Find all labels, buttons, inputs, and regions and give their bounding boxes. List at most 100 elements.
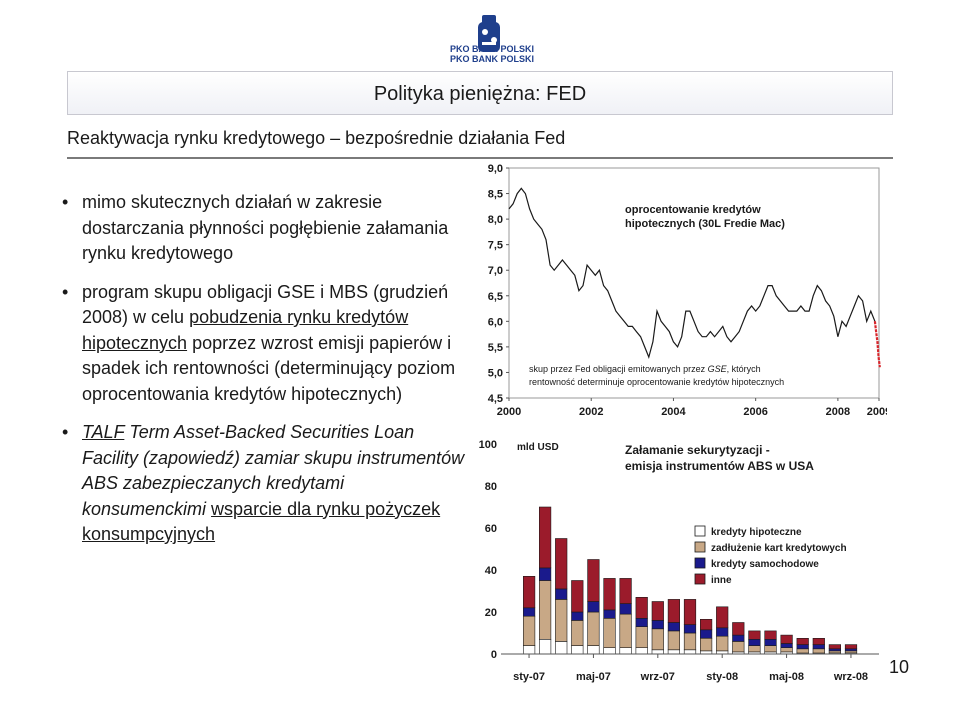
bar-segment [522, 576, 536, 609]
y-tick-label: 8,0 [488, 214, 503, 226]
bar-segment [587, 611, 600, 646]
legend-swatch [694, 525, 706, 537]
bar-segment [796, 644, 809, 650]
chart-title-line: hipotecznych (30L Fredie Mac) [625, 218, 785, 230]
bar-segment [571, 620, 584, 646]
legend-label: kredyty hipoteczne [711, 527, 802, 538]
bar-segment [635, 597, 648, 619]
bullet-emphasis: wsparcie dla rynku pożyczek konsumpcyjny… [82, 498, 441, 545]
bar-segment [539, 567, 552, 581]
bullet-item: • TALF Term Asset-Backed Securities Loan… [62, 420, 467, 548]
bar-segment [828, 644, 842, 650]
bar-segment [780, 634, 793, 644]
x-tick-label: maj-08 [769, 671, 804, 683]
x-tick-label: wrz-07 [640, 671, 675, 683]
bullet-list: • mimo skutecznych działań w zakresie do… [62, 190, 467, 561]
talf-term: TALF [82, 422, 125, 442]
pko-logo-mark-icon [478, 15, 500, 52]
bar-segment [780, 643, 793, 648]
bar-segment [667, 622, 681, 632]
bar-segment [603, 647, 616, 655]
bar-segment [683, 599, 697, 625]
bar-segment [619, 613, 632, 649]
bar-segment [603, 618, 616, 649]
y-tick-label: 20 [485, 607, 497, 619]
bullet-text: mimo skutecznych działań w zakresie dost… [82, 192, 449, 263]
bar-segment [651, 649, 664, 655]
bullet-dot-icon: • [62, 281, 69, 302]
chart-title-box: oprocentowanie kredytów hipotecznych (30L… [616, 199, 796, 235]
bullet-dot-icon: • [62, 422, 69, 442]
bar-segment [667, 599, 681, 623]
bar-segment [748, 630, 761, 640]
bar-segment [555, 588, 568, 600]
logo-text: PKO BANK POLSKI PKO BANK POLSKI [440, 44, 544, 64]
logo-line2: PKO BANK POLSKI [449, 54, 534, 64]
bullet-emphasis: pobudzenia rynku kredytów hipotecznych [82, 307, 409, 353]
legend-swatch [694, 557, 706, 569]
section-subtitle: Reaktywacja rynku kredytowego – bezpośre… [67, 128, 566, 148]
abs-issuance-chart: mld USD 100 80 60 40 20 0 sty-07 maj-07 wrz-07 sty… [479, 439, 879, 683]
bar-segment [796, 648, 809, 654]
bullet-item: • program skupu obligacji GSE i MBS (gru… [62, 280, 467, 408]
y-tick-label: 6,5 [488, 291, 503, 303]
bar-segment [812, 644, 825, 650]
pko-logo [478, 15, 500, 52]
bar-segment [587, 601, 600, 613]
bar-segment [732, 634, 745, 642]
bar-segment [748, 639, 761, 646]
bar-segment [587, 559, 600, 602]
annotation-line: rentowność determinuje oprocentowanie kr… [529, 377, 784, 387]
bullet-text-part: program skupu obligacji GSE i MBS (grudz… [82, 281, 449, 328]
y-tick-label: 80 [485, 481, 497, 493]
bar-segment [571, 580, 584, 613]
x-tick-label: sty-08 [706, 671, 738, 683]
y-tick-label: 100 [479, 439, 497, 451]
legend-label: inne [711, 575, 732, 586]
bar-segment [700, 629, 713, 639]
bar-segment [651, 620, 664, 630]
page-title: Polityka pieniężna: FED [373, 83, 587, 105]
bullet-dot-icon: • [62, 192, 69, 212]
bar-segment [571, 645, 584, 655]
bar-segment [555, 641, 568, 655]
bar-segment [683, 632, 697, 651]
bar-segment [522, 615, 536, 646]
x-tick-label: 2008 [826, 406, 850, 418]
annotation-text: GSE [708, 364, 728, 374]
bar-segment [555, 599, 568, 642]
x-tick-label: 2009 [867, 406, 887, 418]
bar-segment [539, 580, 552, 640]
bar-segment [522, 645, 536, 655]
page-number: 10 [889, 657, 910, 677]
x-tick-label: sty-07 [513, 671, 545, 683]
bullet-item: • mimo skutecznych działań w zakresie do… [62, 190, 467, 267]
y-tick-label: 9,0 [488, 163, 503, 175]
title-box: Polityka pieniężna: FED [67, 71, 893, 115]
bar-segment [844, 648, 858, 652]
chart-title-line: emisja instrumentów ABS w USA [625, 459, 814, 473]
annotation-line: skup przez Fed obligacji emitowanych prz… [529, 364, 761, 374]
abs-issuance-chart-panel: mld USD 100 80 60 40 20 0 sty-07 maj-07 wrz-07 sty… [473, 432, 887, 694]
y-tick-label: 5,5 [488, 342, 503, 354]
bar-segment [764, 630, 777, 640]
x-tick-label: 2000 [497, 406, 521, 418]
series-highlight-line [873, 321, 881, 368]
chart-title-box: Załamanie sekurytyzacji - emisja instrume… [625, 443, 814, 473]
bar-segment [748, 645, 761, 653]
y-tick-label: 0 [491, 649, 497, 661]
bar-segment [716, 606, 729, 629]
bar-segment [764, 639, 777, 646]
bar-segment [764, 645, 777, 653]
legend: kredyty hipoteczne zadłużenie kart kredyt… [694, 525, 847, 586]
y-tick-label: 4,5 [488, 393, 503, 405]
y-tick-label: 7,0 [488, 265, 503, 277]
bar-segment [539, 506, 552, 569]
bar-segment [732, 641, 745, 653]
bar-segment [619, 603, 632, 615]
bar-segment [667, 649, 681, 655]
bar-segment [603, 578, 616, 611]
x-tick-label: 2004 [661, 406, 686, 418]
bar-segment [700, 638, 713, 652]
subtitle-underline [67, 157, 893, 159]
